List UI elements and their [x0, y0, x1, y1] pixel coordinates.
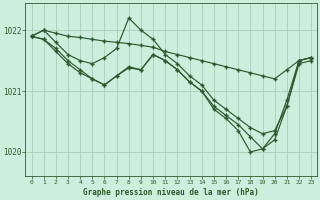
X-axis label: Graphe pression niveau de la mer (hPa): Graphe pression niveau de la mer (hPa) [84, 188, 259, 197]
